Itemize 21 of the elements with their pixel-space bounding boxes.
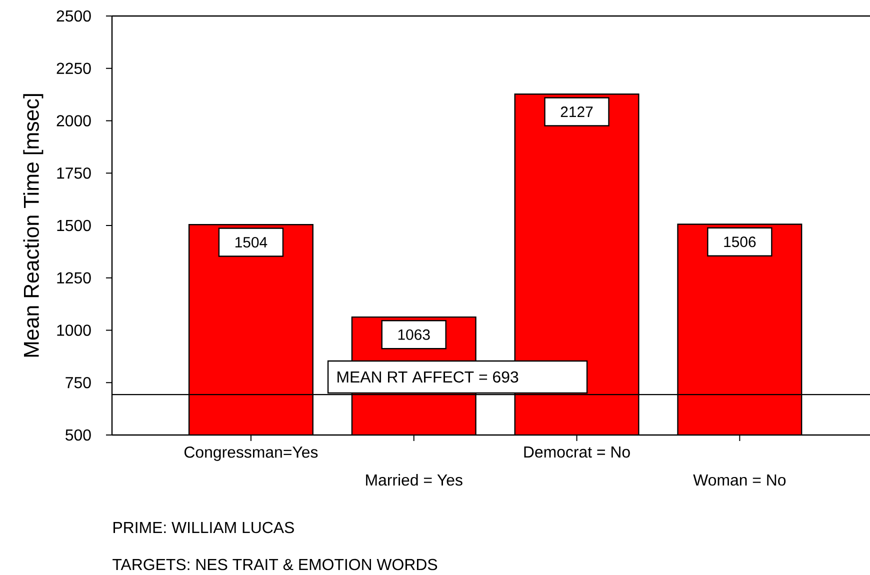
data-label: 1506 — [724, 236, 756, 248]
data-label: 2127 — [560, 106, 593, 117]
y-tick-label: 500 — [66, 429, 91, 441]
data-label: 1504 — [235, 236, 268, 248]
y-tick-label: 1000 — [57, 324, 91, 336]
x-tick-label: Married = Yes — [366, 474, 462, 486]
y-tick-label: 2000 — [56, 115, 91, 126]
text: PRIME: WILLIAM LUCAS — [114, 522, 294, 534]
x-tick-label: Congressman=Yes — [184, 446, 318, 461]
ref-line-label: MEAN RT AFFECT = 693 — [338, 371, 518, 383]
text: TARGETS: NES TRAIT & EMOTION WORDS — [112, 558, 438, 570]
y-tick-label: 2250 — [56, 62, 91, 74]
y-tick-label: 1500 — [57, 220, 91, 232]
x-tick-label: Democrat = No — [524, 446, 630, 458]
y-tick-label: 1750 — [57, 167, 91, 179]
y-tick-label: 2500 — [56, 10, 91, 22]
y-axis-title: Mean Reaction Time [msec] — [23, 94, 44, 357]
y-tick-label: 1250 — [57, 272, 91, 284]
y-tick-label: 750 — [66, 376, 91, 388]
data-label: 1063 — [398, 329, 430, 340]
x-tick-label: Woman = No — [693, 474, 786, 486]
